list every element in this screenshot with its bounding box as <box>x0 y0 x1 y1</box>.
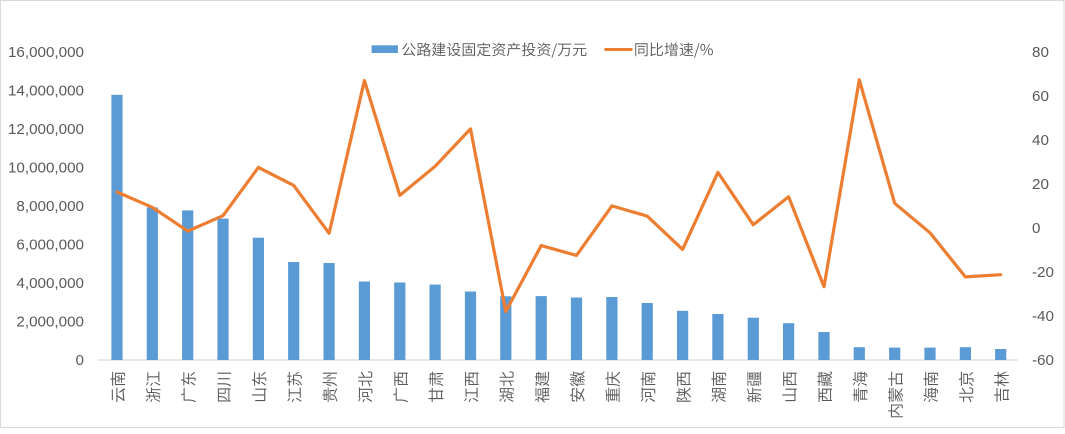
svg-text:60: 60 <box>1032 88 1049 105</box>
svg-text:10,000,000: 10,000,000 <box>8 160 84 177</box>
svg-text:20: 20 <box>1032 176 1049 193</box>
svg-text:8,000,000: 8,000,000 <box>16 198 84 215</box>
svg-text:16,000,000: 16,000,000 <box>8 44 84 61</box>
svg-text:-40: -40 <box>1032 308 1054 325</box>
svg-text:-60: -60 <box>1032 352 1054 369</box>
svg-text:40: 40 <box>1032 132 1049 149</box>
svg-text:4,000,000: 4,000,000 <box>16 275 84 292</box>
svg-text:12,000,000: 12,000,000 <box>8 121 84 138</box>
svg-text:14,000,000: 14,000,000 <box>8 83 84 100</box>
svg-text:-20: -20 <box>1032 264 1054 281</box>
svg-text:0: 0 <box>1032 220 1040 237</box>
svg-text:6,000,000: 6,000,000 <box>16 237 84 254</box>
svg-text:2,000,000: 2,000,000 <box>16 314 84 331</box>
svg-text:0: 0 <box>76 352 84 369</box>
svg-text:80: 80 <box>1032 44 1049 61</box>
